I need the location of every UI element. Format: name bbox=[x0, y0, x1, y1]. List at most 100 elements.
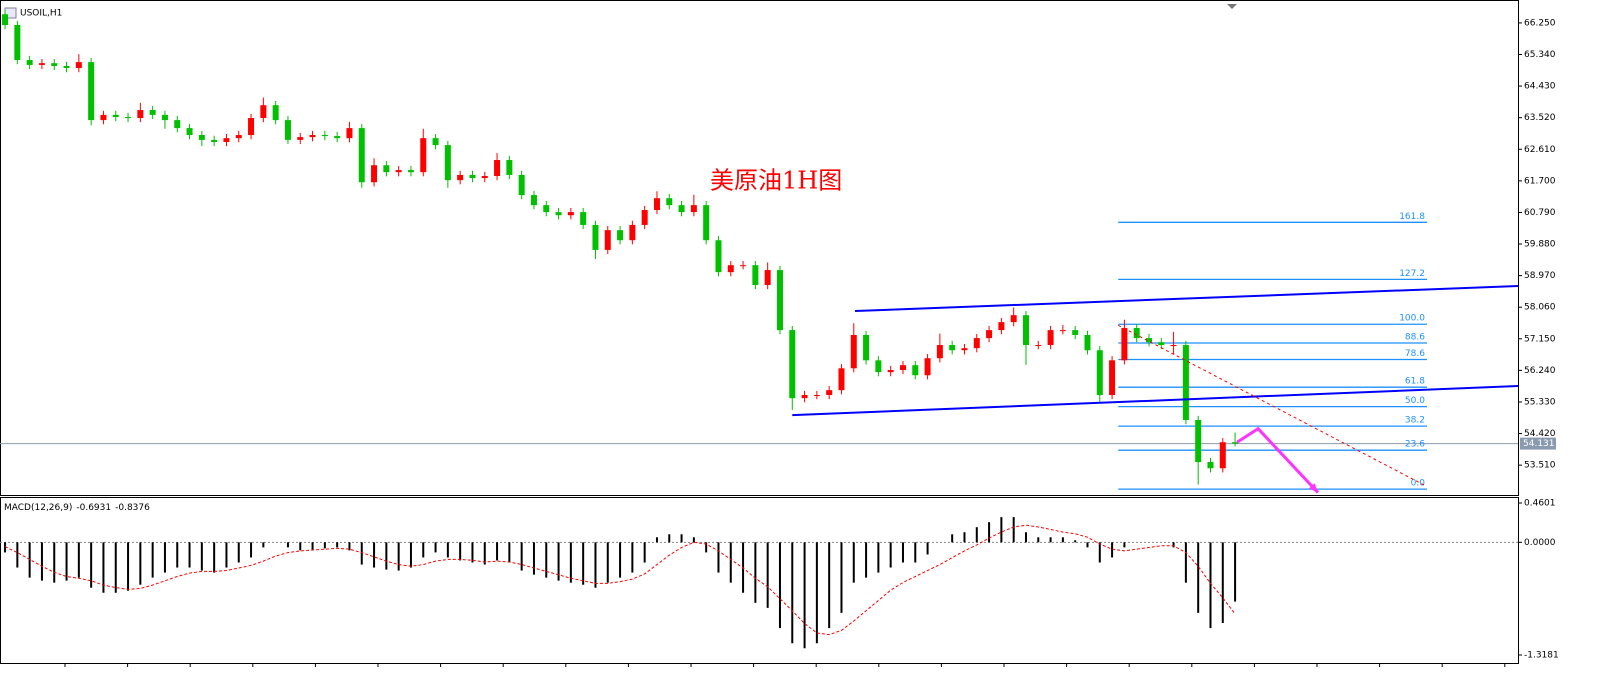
candle-body bbox=[653, 198, 660, 211]
fib-label: 23.6 bbox=[1405, 440, 1425, 450]
candle-body bbox=[14, 24, 21, 61]
candle-body bbox=[555, 212, 562, 216]
candle-body bbox=[629, 224, 636, 241]
candle-body bbox=[776, 270, 783, 331]
candle-body bbox=[518, 174, 525, 196]
channel-line bbox=[854, 285, 1519, 313]
candle-body bbox=[875, 360, 882, 373]
fib-label: 100.0 bbox=[1399, 314, 1425, 324]
candle-body bbox=[1010, 315, 1017, 323]
candle-body bbox=[309, 135, 316, 138]
candle-body bbox=[678, 205, 685, 213]
candle-body bbox=[813, 395, 820, 397]
candle-body bbox=[1133, 328, 1140, 339]
candle-body bbox=[949, 345, 956, 351]
fib-label: 127.2 bbox=[1399, 269, 1425, 279]
candle-body bbox=[863, 334, 870, 361]
signal-line bbox=[4, 524, 1236, 636]
candle-body bbox=[690, 205, 697, 213]
candle-body bbox=[346, 128, 353, 139]
candle-body bbox=[420, 138, 427, 173]
candle-body bbox=[161, 114, 168, 121]
candle-body bbox=[850, 334, 857, 369]
candle-body bbox=[912, 365, 919, 376]
candle-body bbox=[75, 62, 82, 69]
fib-label: 50.0 bbox=[1405, 396, 1425, 406]
candle-body bbox=[1096, 350, 1103, 396]
candle-body bbox=[801, 395, 808, 399]
candle-body bbox=[715, 240, 722, 273]
candle-body bbox=[752, 265, 759, 285]
candle-body bbox=[1219, 442, 1226, 469]
macd-header: MACD(12,26,9) -0.6931 -0.8376 bbox=[4, 503, 150, 513]
candle-body bbox=[641, 210, 648, 225]
candle-body bbox=[1035, 345, 1042, 347]
candle-body bbox=[838, 368, 845, 391]
symbol-label: USOIL,H1 bbox=[20, 9, 62, 19]
shift-marker bbox=[1227, 4, 1237, 9]
candle-body bbox=[727, 265, 734, 273]
candle-body bbox=[592, 224, 599, 250]
macd-label: MACD(12,26,9) bbox=[4, 503, 72, 513]
candle-body bbox=[936, 345, 943, 359]
candle-body bbox=[223, 138, 230, 142]
y-tick-label: 62.610 bbox=[1524, 145, 1556, 155]
candle-body bbox=[530, 195, 537, 206]
candle-body bbox=[469, 174, 476, 179]
candle-body bbox=[38, 63, 45, 65]
candle-body bbox=[174, 120, 181, 129]
candle-body bbox=[494, 160, 501, 176]
candle-body bbox=[567, 212, 574, 216]
arrow-head bbox=[1308, 483, 1318, 493]
candle-body bbox=[617, 230, 624, 241]
candle-body bbox=[764, 270, 771, 285]
candle-body bbox=[924, 358, 931, 376]
channel-line bbox=[792, 385, 1519, 417]
candle-body bbox=[383, 165, 390, 173]
candle-body bbox=[887, 370, 894, 373]
candle-body bbox=[444, 145, 451, 181]
y-tick-label: 53.510 bbox=[1524, 461, 1556, 471]
chart-title: 美原油1H图 bbox=[710, 167, 842, 195]
y-tick-label: 58.060 bbox=[1524, 303, 1556, 313]
y-tick-label: 58.970 bbox=[1524, 271, 1556, 281]
candle-body bbox=[211, 139, 218, 142]
candle-body bbox=[63, 65, 70, 69]
y-tick-label: -1.3181 bbox=[1524, 651, 1559, 661]
candle-body bbox=[297, 137, 304, 140]
candle-body bbox=[703, 205, 710, 241]
candle-body bbox=[137, 110, 144, 119]
candle-body bbox=[604, 230, 611, 250]
price-panel bbox=[0, 0, 1519, 496]
candle-body bbox=[543, 205, 550, 213]
y-tick-label: 65.340 bbox=[1524, 50, 1556, 60]
candle-body bbox=[1195, 420, 1202, 463]
candle-body bbox=[395, 170, 402, 173]
y-tick-label: 61.700 bbox=[1524, 176, 1556, 186]
y-tick-label: 56.240 bbox=[1524, 366, 1556, 376]
candle-body bbox=[666, 198, 673, 206]
candle-body bbox=[826, 390, 833, 396]
candle-body bbox=[235, 135, 242, 139]
y-tick-label: 0.0000 bbox=[1524, 538, 1556, 548]
candle-body bbox=[26, 60, 33, 65]
y-tick-label: 59.880 bbox=[1524, 240, 1556, 250]
forecast-arrow bbox=[1236, 426, 1320, 494]
candle-body bbox=[1022, 315, 1029, 346]
candle-body bbox=[248, 118, 255, 136]
x-axis bbox=[64, 663, 1506, 667]
candle-body bbox=[1207, 462, 1214, 469]
fib-label: 161.8 bbox=[1399, 212, 1425, 222]
candle-body bbox=[432, 138, 439, 146]
candle-body bbox=[149, 110, 156, 115]
candle-body bbox=[358, 128, 365, 183]
candle-body bbox=[1121, 328, 1128, 361]
candle-body bbox=[1072, 330, 1079, 335]
fib-label: 0.0 bbox=[1411, 479, 1426, 489]
candle-body bbox=[407, 170, 414, 173]
candle-body bbox=[2, 14, 9, 25]
y-tick-label: 60.790 bbox=[1524, 208, 1556, 218]
signal-value: -0.8376 bbox=[115, 503, 150, 513]
candle-body bbox=[198, 135, 205, 140]
